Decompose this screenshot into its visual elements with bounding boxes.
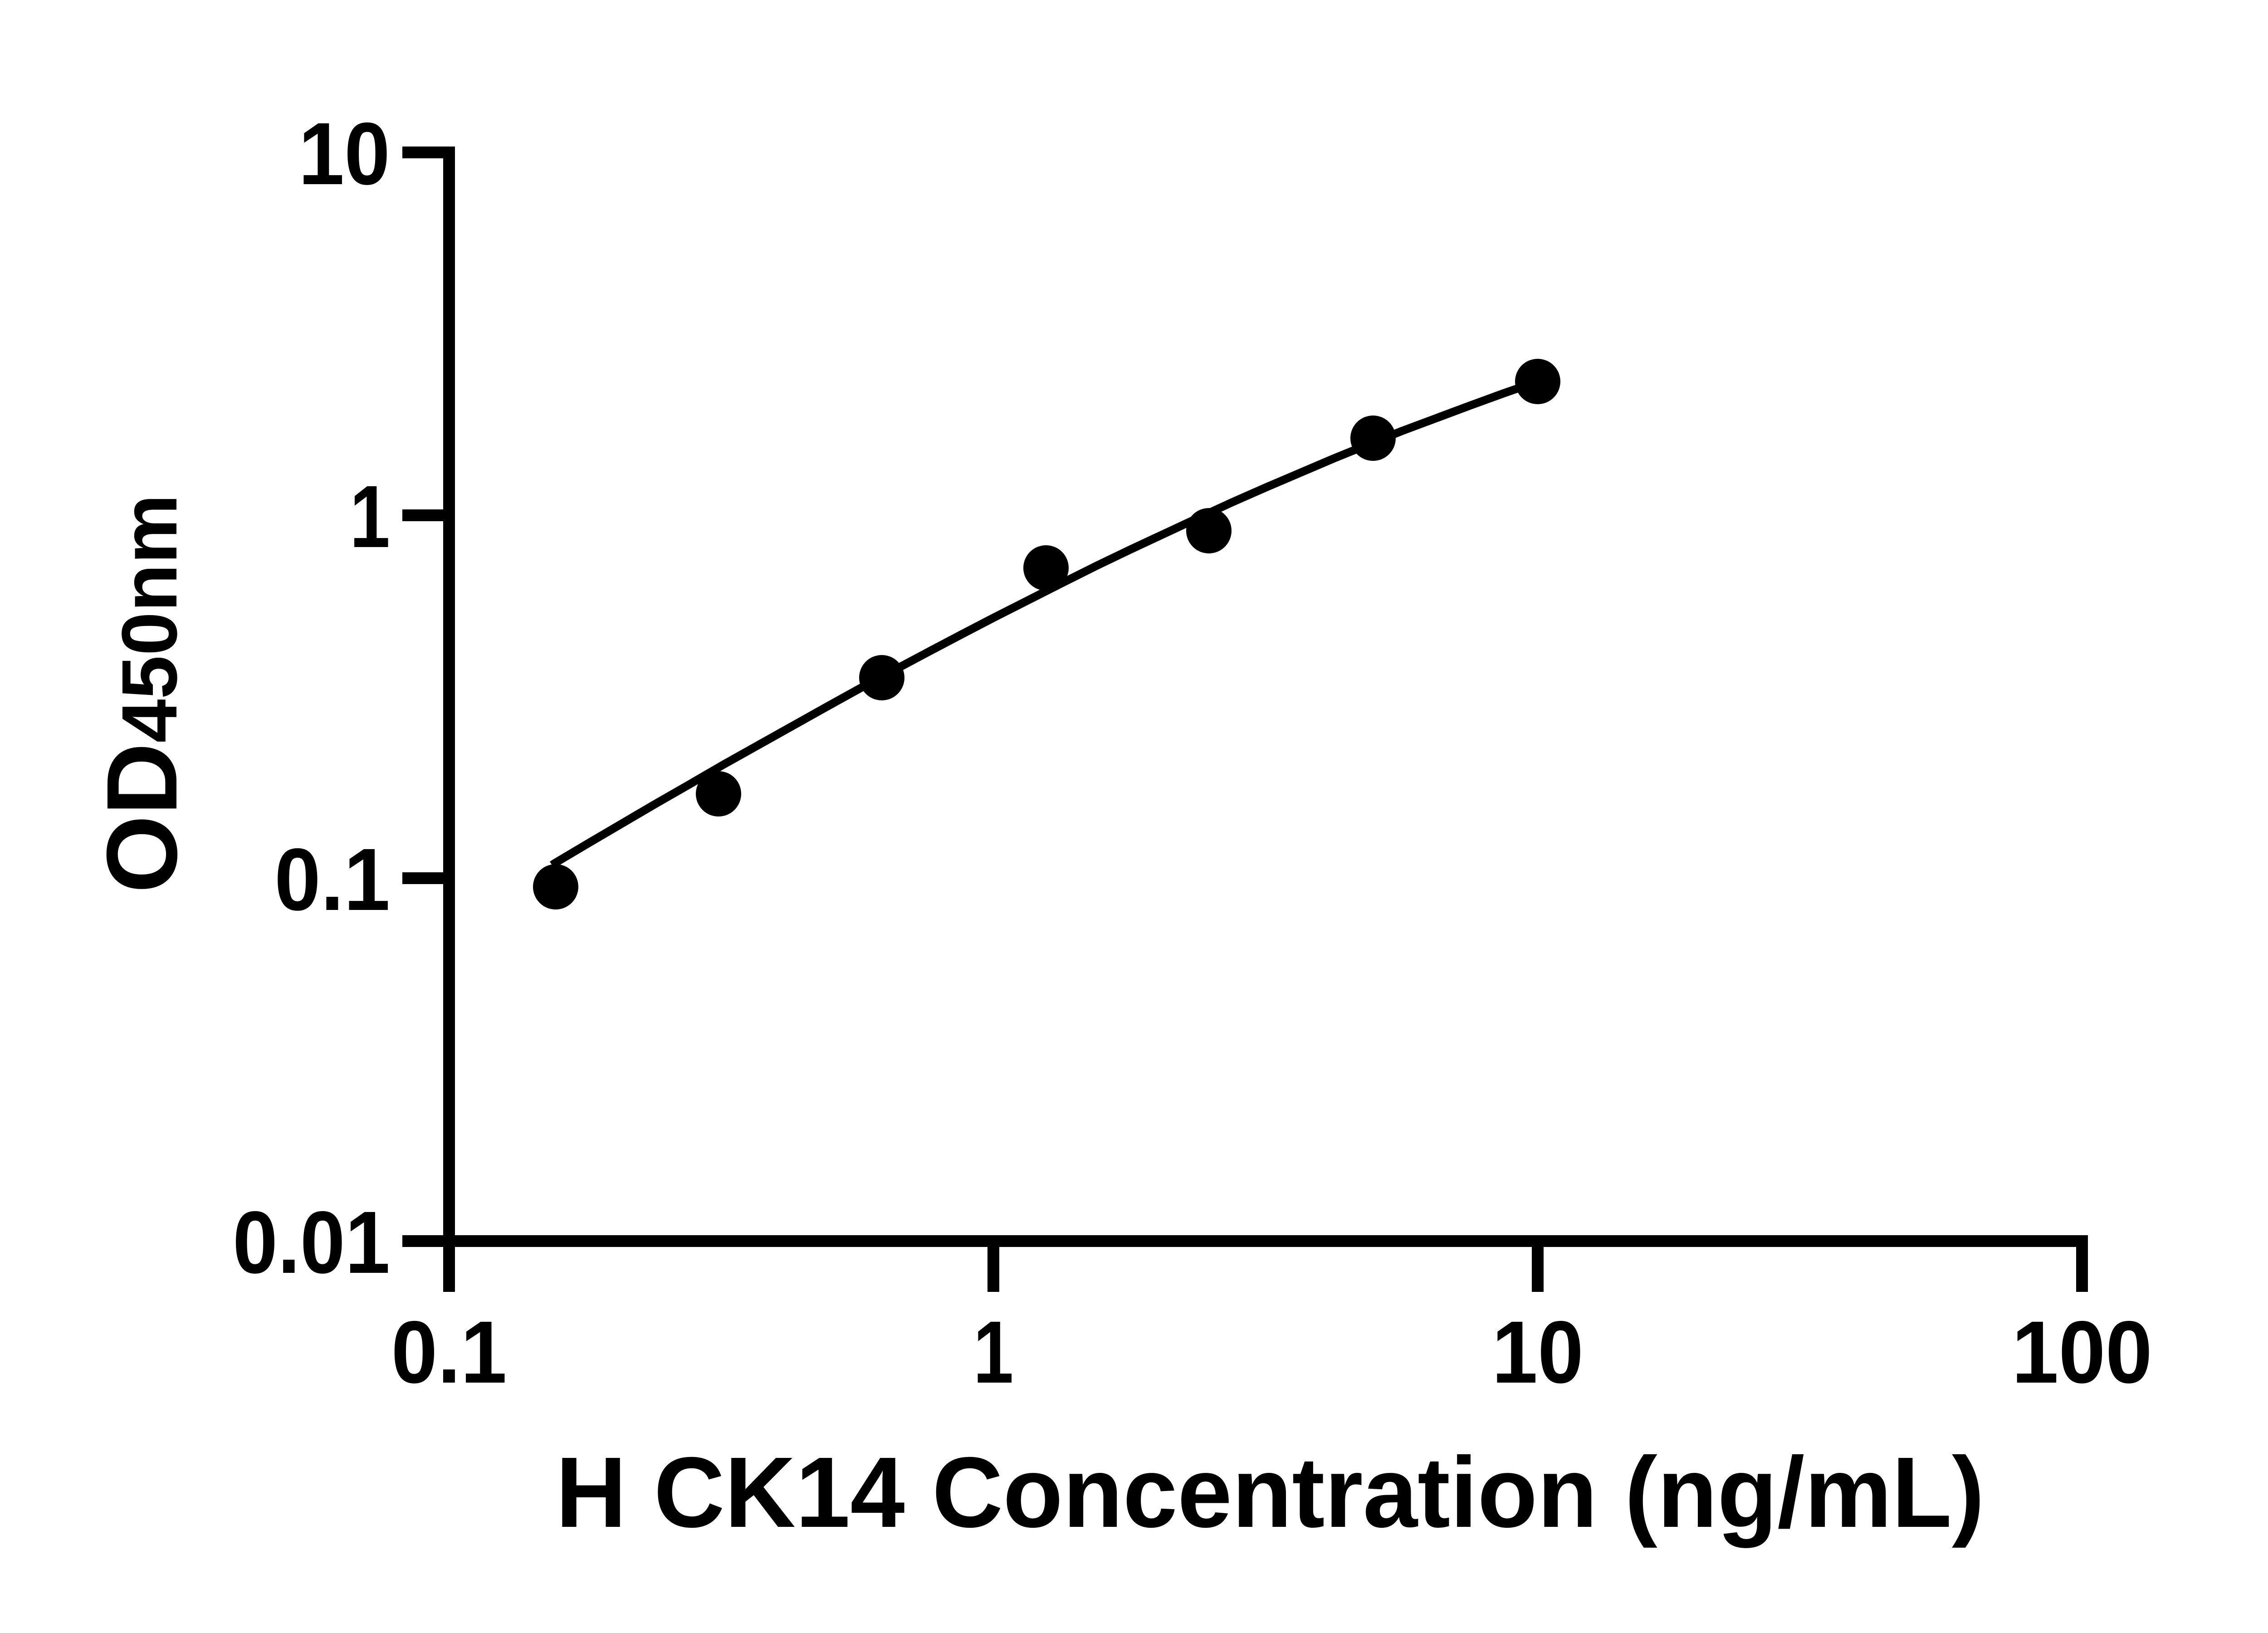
svg-text:100: 100 bbox=[2012, 1303, 2152, 1402]
svg-text:10: 10 bbox=[298, 104, 390, 203]
svg-text:0.1: 0.1 bbox=[274, 830, 390, 929]
svg-text:0.1: 0.1 bbox=[391, 1303, 507, 1402]
svg-text:0.01: 0.01 bbox=[233, 1193, 390, 1292]
svg-text:H CK14 Concentration (ng/mL): H CK14 Concentration (ng/mL) bbox=[556, 1436, 1984, 1548]
svg-text:10: 10 bbox=[1492, 1303, 1584, 1402]
svg-text:1: 1 bbox=[350, 467, 390, 566]
svg-text:1: 1 bbox=[973, 1303, 1014, 1402]
